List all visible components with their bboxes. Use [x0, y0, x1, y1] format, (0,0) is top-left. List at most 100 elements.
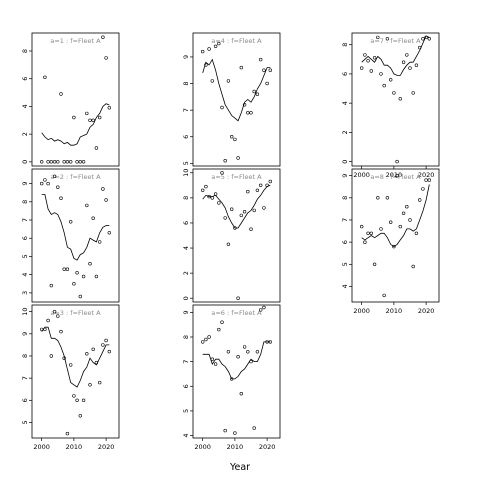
- y-tick-label: 5: [21, 420, 29, 424]
- data-point: [72, 282, 76, 286]
- panel-frame: [192, 304, 281, 439]
- data-point: [366, 231, 370, 236]
- series-line: [41, 326, 110, 388]
- data-point: [252, 89, 256, 94]
- data-point: [360, 66, 364, 70]
- y-tick-label: 6: [182, 384, 190, 388]
- data-point: [213, 362, 218, 366]
- x-tick-label: 2020: [98, 443, 115, 451]
- data-point: [249, 227, 253, 231]
- data-point: [236, 355, 240, 359]
- data-point: [424, 35, 428, 40]
- panel-frame: [31, 32, 120, 167]
- y-tick-label: 9: [182, 55, 190, 59]
- data-point: [427, 37, 431, 41]
- data-point: [85, 203, 89, 208]
- y-tick-label: 10: [182, 169, 190, 177]
- data-point: [427, 178, 431, 182]
- series-line: [361, 184, 430, 248]
- data-point: [249, 359, 253, 364]
- panel-title: a=3 : f=Fleet A: [50, 309, 101, 317]
- data-point: [72, 115, 76, 120]
- y-tick-label: 4: [182, 246, 190, 250]
- y-tick-label: 5: [341, 262, 349, 266]
- data-point: [223, 216, 227, 220]
- data-point: [49, 354, 53, 358]
- data-point: [372, 56, 377, 60]
- data-point: [246, 111, 250, 115]
- data-point: [201, 49, 205, 54]
- x-tick-label: 2020: [418, 171, 435, 179]
- y-tick-label: 0: [21, 160, 29, 164]
- data-point: [107, 349, 112, 354]
- data-point: [68, 363, 73, 367]
- data-point: [255, 92, 260, 96]
- data-point: [201, 188, 205, 193]
- data-point: [62, 356, 66, 360]
- data-point: [360, 224, 364, 229]
- data-point: [408, 218, 412, 222]
- data-point: [376, 196, 380, 200]
- data-point: [210, 196, 215, 200]
- data-point: [223, 159, 227, 163]
- data-point: [101, 343, 105, 347]
- data-point: [213, 192, 218, 196]
- data-point: [97, 240, 102, 244]
- data-point: [78, 414, 83, 418]
- data-point: [363, 240, 367, 244]
- data-point: [78, 160, 83, 164]
- panel-title: a=1 : f=Fleet A: [50, 37, 101, 45]
- data-point: [389, 78, 393, 82]
- data-point: [230, 377, 234, 381]
- data-point: [201, 340, 205, 344]
- data-point: [46, 160, 50, 164]
- y-tick-label: 4: [341, 101, 349, 105]
- data-point: [59, 196, 63, 200]
- data-point: [207, 194, 211, 199]
- data-point: [39, 181, 44, 186]
- data-point: [405, 205, 409, 209]
- y-tick-label: 5: [182, 161, 190, 165]
- data-point: [411, 264, 415, 269]
- data-point: [392, 91, 396, 95]
- data-point: [91, 216, 95, 220]
- data-point: [104, 198, 108, 202]
- y-tick-label: 7: [21, 376, 29, 380]
- data-point: [414, 231, 419, 236]
- data-point: [398, 224, 402, 229]
- data-point: [236, 296, 240, 300]
- data-point: [385, 196, 390, 200]
- data-point: [268, 179, 272, 184]
- data-point: [52, 174, 57, 179]
- x-tick-label: 2000: [353, 171, 370, 179]
- y-tick-label: 6: [341, 240, 349, 244]
- data-point: [401, 60, 406, 64]
- y-tick-label: 6: [182, 221, 190, 225]
- panel-frame: [192, 168, 281, 303]
- y-tick-label: 8: [21, 200, 29, 204]
- data-point: [262, 206, 266, 210]
- data-point: [265, 183, 269, 188]
- y-tick-label: 4: [21, 273, 29, 277]
- data-point: [101, 35, 105, 39]
- data-point: [75, 271, 79, 275]
- series-line: [202, 184, 271, 229]
- data-point: [246, 350, 250, 354]
- y-tick-label: 8: [182, 196, 190, 200]
- data-point: [81, 160, 86, 164]
- data-point: [210, 79, 215, 83]
- data-point: [46, 181, 50, 186]
- data-point: [249, 111, 253, 115]
- data-point: [255, 350, 260, 354]
- y-tick-label: 4: [341, 284, 349, 288]
- data-point: [81, 398, 86, 402]
- data-point: [56, 185, 60, 189]
- data-point: [379, 72, 383, 76]
- data-point: [204, 63, 208, 67]
- data-point: [259, 183, 263, 188]
- panel-title: a=2 : f=Fleet A: [50, 173, 101, 181]
- data-point: [246, 189, 250, 194]
- y-tick-label: 6: [182, 135, 190, 139]
- y-tick-label: 7: [21, 218, 29, 222]
- data-point: [52, 310, 57, 314]
